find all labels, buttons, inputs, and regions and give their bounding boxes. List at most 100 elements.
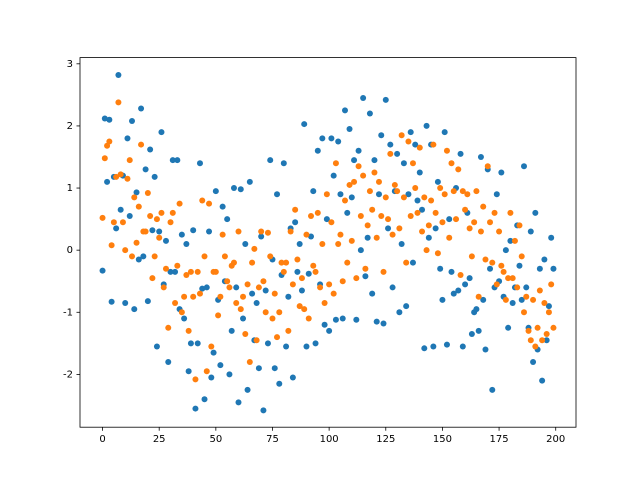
point — [477, 228, 484, 235]
point — [280, 160, 287, 167]
point — [113, 173, 120, 180]
point — [505, 275, 512, 282]
point — [505, 324, 512, 331]
point — [545, 309, 552, 316]
point — [507, 237, 514, 244]
point — [289, 281, 296, 288]
point — [305, 315, 312, 322]
point — [373, 234, 380, 241]
point — [346, 181, 353, 188]
point — [378, 132, 385, 139]
point — [498, 169, 505, 176]
point — [278, 259, 285, 266]
point — [192, 376, 199, 383]
point — [539, 377, 546, 384]
point — [491, 209, 498, 216]
point — [321, 321, 328, 328]
y-tick-label: -1 — [63, 307, 73, 318]
point — [371, 169, 378, 176]
point — [230, 185, 237, 192]
point — [108, 242, 115, 249]
point — [294, 256, 301, 263]
point — [181, 315, 188, 322]
point — [425, 222, 432, 229]
point — [185, 368, 192, 375]
point — [502, 296, 509, 303]
point — [312, 268, 319, 275]
point — [326, 327, 333, 334]
point — [548, 281, 555, 288]
point — [398, 240, 405, 247]
point — [138, 105, 145, 112]
point — [212, 268, 219, 275]
point — [360, 172, 367, 179]
point — [353, 316, 360, 323]
point — [328, 135, 335, 142]
y-tick-label: 2 — [67, 121, 73, 132]
point — [448, 268, 455, 275]
point — [441, 129, 448, 136]
point — [511, 237, 518, 244]
point — [244, 386, 251, 393]
point — [493, 191, 500, 198]
plot-area — [80, 57, 576, 428]
point — [158, 129, 165, 136]
point — [477, 153, 484, 160]
point — [258, 233, 265, 240]
point — [335, 138, 342, 145]
point — [369, 290, 376, 297]
point — [228, 327, 235, 334]
point — [432, 209, 439, 216]
point — [516, 262, 523, 269]
point — [387, 141, 394, 148]
point — [484, 163, 491, 170]
point — [131, 194, 138, 201]
point — [165, 324, 172, 331]
point — [178, 231, 185, 238]
point — [115, 99, 122, 106]
point — [339, 315, 346, 322]
point — [414, 209, 421, 216]
point — [328, 219, 335, 226]
point — [301, 121, 308, 128]
point — [378, 213, 385, 219]
point — [432, 225, 439, 232]
y-tick-label: 0 — [67, 245, 73, 256]
point — [190, 227, 197, 234]
point — [194, 268, 201, 275]
point — [187, 268, 194, 275]
point — [326, 281, 333, 288]
point — [464, 191, 471, 198]
point — [498, 262, 505, 269]
point — [298, 275, 305, 282]
point — [260, 407, 267, 414]
point — [489, 259, 496, 266]
point — [242, 331, 249, 338]
point — [362, 273, 369, 280]
point — [187, 340, 194, 347]
point — [550, 324, 557, 331]
point — [380, 268, 387, 275]
point — [310, 188, 317, 195]
point — [308, 233, 315, 240]
point — [129, 117, 136, 124]
point — [414, 197, 421, 204]
point — [140, 253, 147, 260]
point — [321, 299, 328, 306]
point — [99, 214, 106, 221]
x-tick-label: 75 — [266, 434, 279, 445]
point — [509, 299, 516, 306]
point — [246, 358, 253, 365]
point — [298, 287, 305, 294]
point — [375, 178, 382, 185]
point — [144, 298, 151, 305]
point — [156, 234, 163, 241]
point — [518, 296, 525, 303]
point — [160, 284, 167, 291]
point — [201, 253, 208, 260]
point — [545, 303, 552, 310]
point — [391, 181, 398, 188]
point — [169, 209, 176, 216]
point — [196, 290, 203, 297]
